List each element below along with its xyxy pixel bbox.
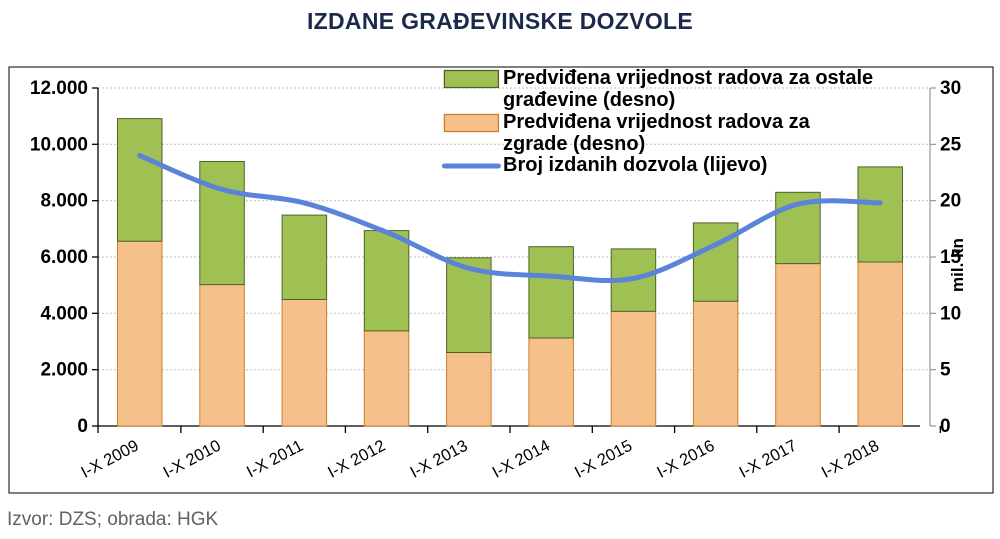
svg-text:Predviđena vrijednost radova z: Predviđena vrijednost radova za bbox=[503, 111, 811, 133]
svg-text:I-X 2018: I-X 2018 bbox=[819, 437, 883, 482]
svg-text:I-X 2011: I-X 2011 bbox=[244, 437, 306, 482]
svg-text:I-X 2012: I-X 2012 bbox=[325, 437, 389, 482]
svg-text:Broj izdanih dozvola (lijevo): Broj izdanih dozvola (lijevo) bbox=[503, 154, 767, 176]
svg-text:12.000: 12.000 bbox=[30, 78, 88, 99]
svg-text:građevine (desno): građevine (desno) bbox=[503, 89, 675, 111]
svg-text:I-X 2016: I-X 2016 bbox=[654, 437, 718, 482]
svg-text:I-X 2010: I-X 2010 bbox=[160, 437, 224, 482]
svg-text:8.000: 8.000 bbox=[40, 191, 88, 212]
svg-text:25: 25 bbox=[940, 134, 962, 155]
svg-text:4.000: 4.000 bbox=[40, 303, 88, 324]
svg-text:I-X 2017: I-X 2017 bbox=[736, 437, 800, 482]
svg-text:Predviđena vrijednost radova z: Predviđena vrijednost radova za ostale bbox=[503, 67, 873, 89]
svg-text:5: 5 bbox=[940, 360, 951, 381]
svg-text:30: 30 bbox=[940, 78, 961, 99]
svg-text:2.000: 2.000 bbox=[40, 360, 88, 381]
svg-text:20: 20 bbox=[940, 191, 961, 212]
svg-text:mil. kn: mil. kn bbox=[948, 238, 967, 292]
svg-text:0: 0 bbox=[77, 416, 88, 437]
svg-text:zgrade (desno): zgrade (desno) bbox=[503, 133, 645, 155]
svg-text:I-X 2015: I-X 2015 bbox=[572, 437, 636, 482]
svg-text:6.000: 6.000 bbox=[40, 247, 88, 268]
svg-text:I-X 2013: I-X 2013 bbox=[407, 437, 471, 482]
svg-text:10.000: 10.000 bbox=[30, 134, 88, 155]
svg-text:0: 0 bbox=[940, 416, 951, 437]
svg-text:I-X 2009: I-X 2009 bbox=[78, 437, 142, 482]
svg-text:10: 10 bbox=[940, 303, 961, 324]
svg-text:I-X 2014: I-X 2014 bbox=[489, 437, 553, 482]
